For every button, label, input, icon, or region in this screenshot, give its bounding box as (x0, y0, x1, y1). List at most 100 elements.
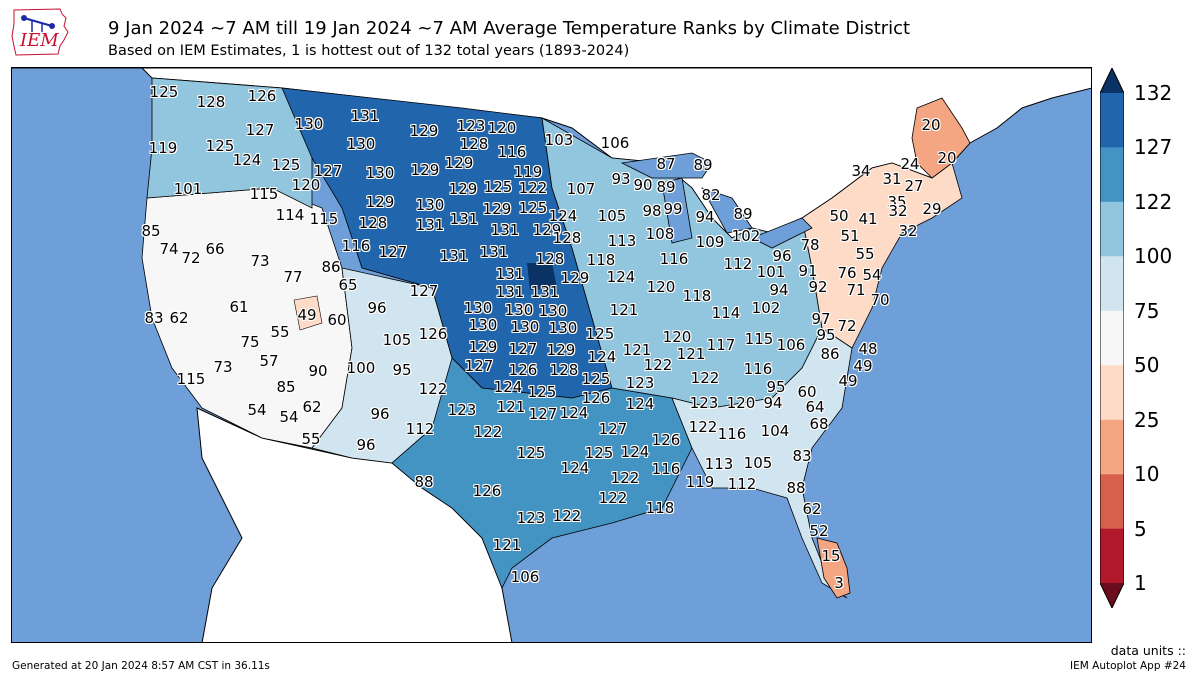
district-rank-label: 123 (447, 401, 477, 419)
district-rank-label: 130 (463, 299, 493, 317)
district-rank-label: 31 (882, 170, 902, 188)
district-rank-label: 60 (797, 383, 817, 401)
district-rank-label: 123 (689, 394, 719, 412)
district-rank-label: 64 (805, 398, 825, 416)
district-rank-label: 130 (415, 196, 445, 214)
district-rank-label: 85 (276, 378, 296, 396)
district-rank-label: 127 (598, 420, 628, 438)
district-rank-label: 129 (560, 269, 590, 287)
district-rank-label: 116 (659, 250, 689, 268)
district-rank-label: 106 (600, 134, 630, 152)
district-rank-label: 55 (270, 323, 290, 341)
district-rank-label: 124 (548, 207, 578, 225)
colorbar-bottom-arrow (1100, 583, 1124, 608)
district-rank-label: 127 (508, 340, 538, 358)
district-rank-label: 128 (358, 214, 388, 232)
district-rank-label: 131 (415, 216, 445, 234)
district-rank-label: 130 (468, 316, 498, 334)
district-rank-label: 121 (492, 536, 522, 554)
district-rank-label: 108 (645, 225, 675, 243)
district-rank-label: 124 (620, 443, 650, 461)
district-rank-label: 96 (367, 299, 387, 317)
district-rank-label: 125 (518, 199, 548, 217)
district-rank-label: 41 (858, 210, 878, 228)
district-rank-label: 113 (704, 455, 734, 473)
district-rank-label: 24 (900, 155, 920, 173)
district-rank-label: 73 (250, 252, 270, 270)
colorbar-tick-label: 75 (1134, 298, 1160, 323)
district-rank-label: 55 (301, 430, 321, 448)
chart-title: 9 Jan 2024 ~7 AM till 19 Jan 2024 ~7 AM … (108, 18, 911, 39)
district-rank-label: 126 (418, 325, 448, 343)
district-rank-label: 105 (597, 207, 627, 225)
colorbar-tick-label: 132 (1134, 81, 1173, 105)
district-rank-label: 71 (846, 281, 866, 299)
district-rank-label: 112 (723, 255, 753, 273)
district-rank-label: 123 (625, 374, 655, 392)
district-rank-label: 116 (651, 460, 681, 478)
district-rank-label: 131 (350, 107, 380, 125)
district-rank-label: 73 (213, 358, 233, 376)
district-rank-label: 122 (643, 356, 673, 374)
district-rank-label: 126 (651, 431, 681, 449)
district-rank-label: 50 (829, 207, 849, 225)
district-rank-label: 112 (405, 420, 435, 438)
district-rank-label: 124 (559, 404, 589, 422)
district-rank-label: 129 (546, 341, 576, 359)
district-rank-label: 119 (148, 139, 178, 157)
generated-note: Generated at 20 Jan 2024 8:57 AM CST in … (12, 660, 270, 672)
district-rank-label: 115 (309, 210, 339, 228)
district-rank-label: 89 (733, 205, 753, 223)
district-rank-label: 119 (685, 473, 715, 491)
district-rank-label: 121 (609, 301, 639, 319)
district-rank-label: 90 (308, 362, 328, 380)
colorbar-tick-label: 10 (1134, 462, 1160, 487)
district-rank-label: 3 (834, 574, 844, 592)
district-rank-label: 131 (439, 247, 469, 265)
district-rank-label: 88 (414, 473, 434, 491)
district-rank-label: 118 (586, 251, 616, 269)
district-rank-label: 129 (409, 122, 439, 140)
district-rank-label: 122 (418, 380, 448, 398)
district-rank-label: 125 (527, 383, 557, 401)
district-rank-label: 127 (245, 121, 275, 139)
district-rank-label: 90 (633, 176, 653, 194)
district-rank-label: 126 (508, 361, 538, 379)
district-rank-label: 115 (249, 185, 279, 203)
district-rank-label: 106 (776, 336, 806, 354)
district-rank-label: 123 (516, 509, 546, 527)
district-rank-label: 124 (493, 378, 523, 396)
district-rank-label: 100 (346, 359, 376, 377)
district-rank-label: 122 (688, 418, 718, 436)
district-rank-label: 125 (271, 156, 301, 174)
district-rank-label: 116 (341, 237, 371, 255)
district-rank-label: 62 (802, 500, 822, 518)
colorbar-segment (1100, 365, 1124, 420)
district-rank-label: 75 (240, 333, 260, 351)
colorbar-segment (1100, 528, 1124, 583)
district-rank-label: 55 (855, 245, 875, 263)
district-rank-label: 65 (338, 276, 358, 294)
district-rank-label: 114 (711, 304, 741, 322)
district-rank-label: 130 (510, 318, 540, 336)
district-rank-label: 122 (552, 507, 582, 525)
region-utah-warm (293, 295, 323, 331)
district-rank-label: 121 (496, 398, 526, 416)
district-rank-label: 49 (297, 306, 317, 324)
district-rank-label: 129 (482, 200, 512, 218)
district-rank-label: 86 (820, 345, 840, 363)
colorbar-segment (1100, 147, 1124, 202)
district-rank-label: 121 (676, 345, 706, 363)
district-rank-label: 127 (409, 282, 439, 300)
district-rank-label: 27 (904, 177, 924, 195)
chart-subtitle: Based on IEM Estimates, 1 is hottest out… (108, 43, 630, 59)
district-rank-label: 129 (468, 338, 498, 356)
district-rank-label: 124 (625, 395, 655, 413)
colorbar-tick-label: 127 (1134, 135, 1173, 160)
district-rank-label: 122 (610, 469, 640, 487)
district-rank-label: 70 (870, 291, 890, 309)
district-rank-label: 72 (837, 317, 857, 335)
district-rank-label: 89 (693, 156, 713, 174)
district-rank-label: 120 (487, 119, 517, 137)
district-rank-label: 122 (518, 179, 548, 197)
